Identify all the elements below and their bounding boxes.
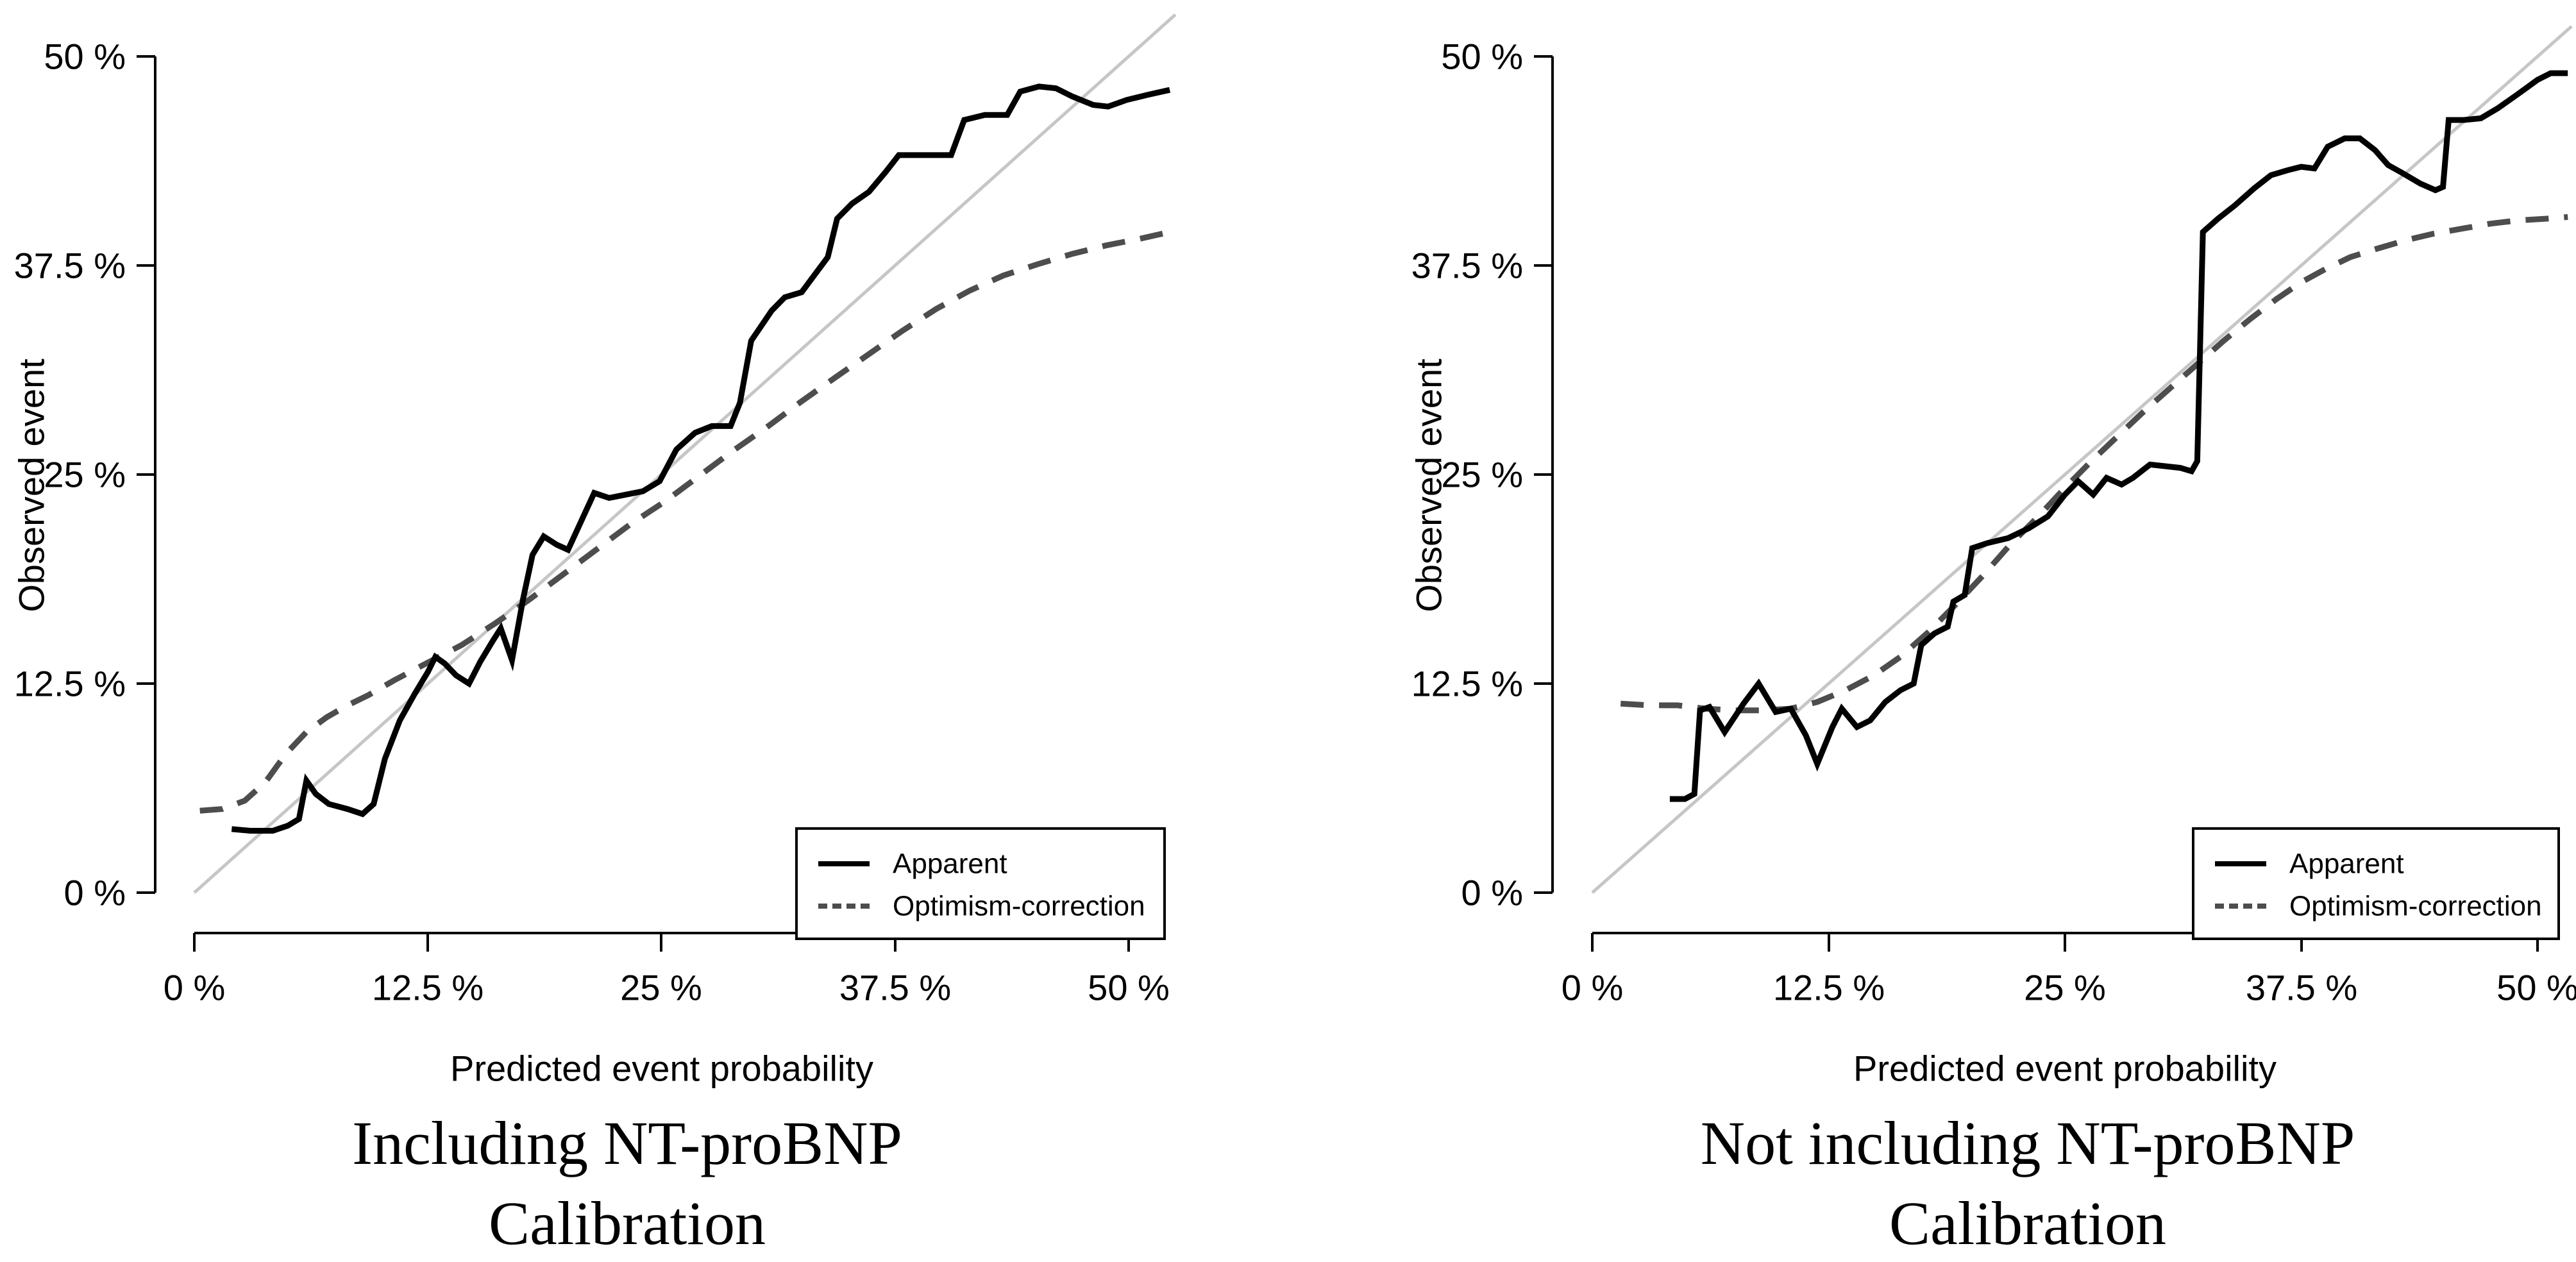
right-y-tick-label: 50 % (1441, 37, 1523, 77)
right-x-tick-label: 12.5 % (1773, 968, 1885, 1008)
left-apparent-line (231, 83, 1171, 834)
left-x-tick-label: 0 % (164, 968, 226, 1008)
right-x-tick-label: 50 % (2496, 968, 2576, 1008)
left-y-tick-label: 0 % (64, 873, 126, 913)
right-panel: 50 % 37.5 % 25 % 12.5 % 0 % 0 % 12.5 % 2… (1409, 25, 2576, 1258)
left-x-axis-title: Predicted event probability (450, 1048, 873, 1089)
right-legend-box (2192, 827, 2560, 940)
right-legend: Apparent Optimism-correction (2192, 827, 2560, 940)
right-series-group (1591, 25, 2573, 894)
left-panel-title: Including NT-proBNP (352, 1109, 902, 1177)
left-panel: 50 % 37.5 % 25 % 12.5 % 0 % 0 % 12.5 % 2… (12, 13, 1177, 1258)
left-y-tick-label: 50 % (44, 37, 126, 77)
left-y-axis-title: Observed event (12, 358, 52, 612)
left-y-tick-label: 25 % (44, 455, 126, 495)
left-y-tick-label: 37.5 % (14, 246, 126, 286)
right-panel-title: Not including NT-proBNP (1701, 1109, 2355, 1177)
left-x-tick-label: 25 % (620, 968, 702, 1008)
left-legend-label-optimism: Optimism-correction (893, 891, 1145, 922)
left-legend-label-apparent: Apparent (893, 848, 1007, 880)
right-y-axis-title: Observed event (1409, 358, 1449, 612)
left-optimism-correction-line (199, 229, 1171, 814)
left-x-tick-label: 37.5 % (839, 968, 951, 1008)
left-ideal-reference-y-x-line (193, 13, 1177, 894)
left-legend-box (795, 827, 1166, 940)
right-y-tick-label: 25 % (1441, 455, 1523, 495)
right-panel-subtitle: Calibration (1889, 1189, 2166, 1258)
right-x-tick-label: 25 % (2024, 968, 2106, 1008)
left-y-tick-label: 12.5 % (14, 664, 126, 704)
right-optimism-correction-line (1620, 214, 2568, 714)
right-apparent-line (1669, 70, 2568, 802)
right-x-tick-label: 0 % (1562, 968, 1624, 1008)
right-x-axis-title: Predicted event probability (1853, 1048, 2277, 1089)
right-y-tick-label: 37.5 % (1411, 246, 1523, 286)
left-legend: Apparent Optimism-correction (795, 827, 1166, 940)
right-y-tick-label: 12.5 % (1411, 664, 1523, 704)
left-x-tick-label: 12.5 % (372, 968, 484, 1008)
right-x-tick-label: 37.5 % (2246, 968, 2357, 1008)
right-y-tick-label: 0 % (1461, 873, 1524, 913)
left-x-tick-label: 50 % (1088, 968, 1170, 1008)
right-legend-label-apparent: Apparent (2289, 848, 2404, 880)
right-ideal-reference-y-x-line (1591, 25, 2573, 894)
left-series-group (193, 13, 1177, 894)
left-panel-subtitle: Calibration (489, 1189, 766, 1258)
right-legend-label-optimism: Optimism-correction (2289, 891, 2542, 922)
